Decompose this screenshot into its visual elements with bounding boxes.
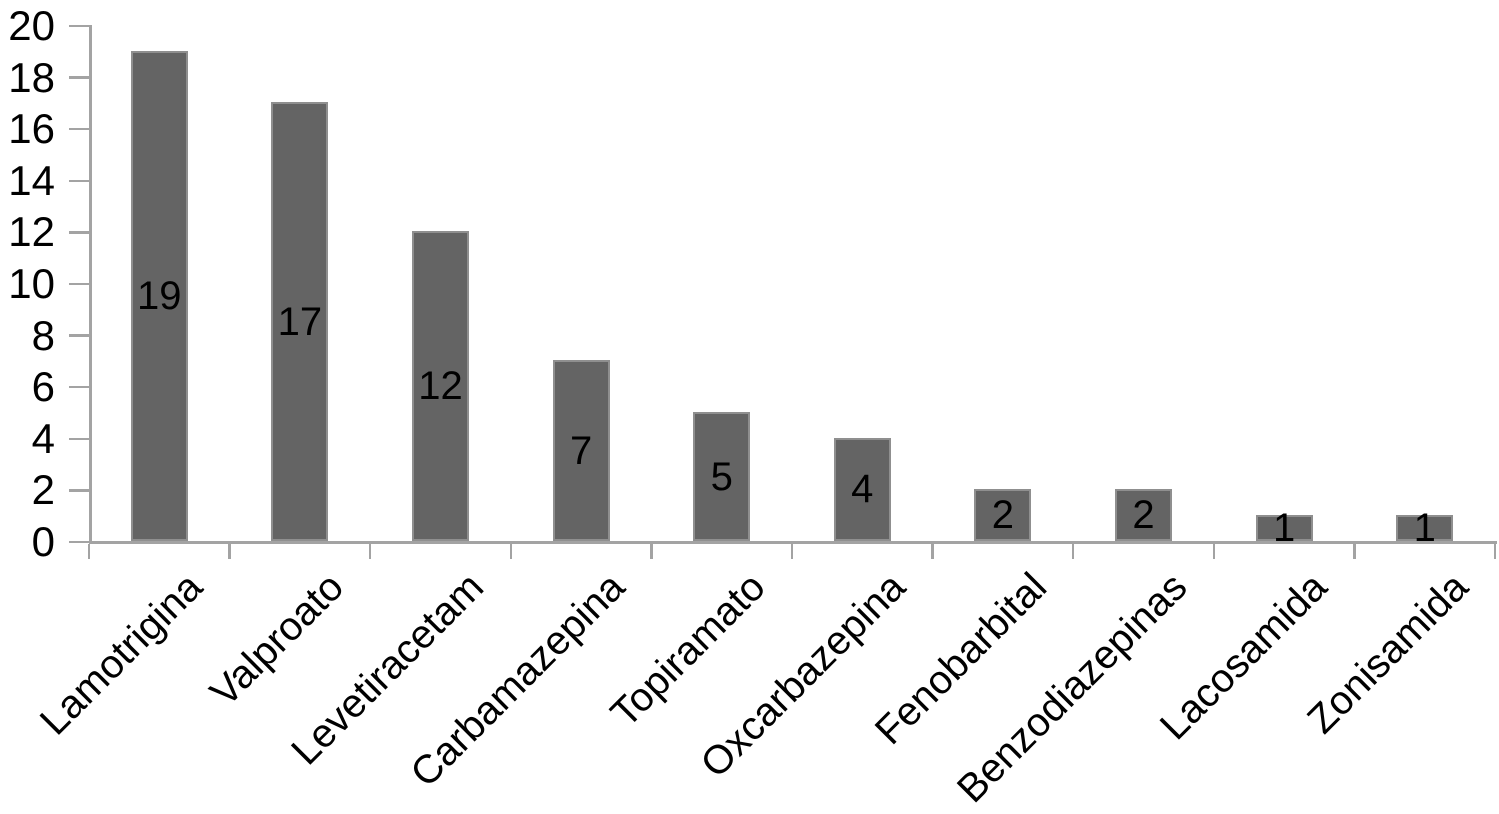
bar-value-label: 2 bbox=[991, 493, 1015, 538]
bar bbox=[130, 50, 188, 541]
bar-value-label: 1 bbox=[1272, 506, 1296, 551]
y-tick-label: 20 bbox=[8, 2, 55, 49]
y-tick bbox=[69, 385, 89, 389]
bar bbox=[552, 360, 610, 541]
x-tick bbox=[931, 543, 934, 559]
y-tick bbox=[69, 179, 89, 183]
x-tick bbox=[790, 543, 794, 559]
bar bbox=[271, 102, 329, 541]
y-tick-label: 16 bbox=[8, 105, 55, 153]
bar bbox=[974, 489, 1032, 541]
x-tick bbox=[87, 543, 91, 559]
x-tick bbox=[650, 543, 653, 559]
x-tick bbox=[1353, 543, 1356, 559]
y-tick-label: 18 bbox=[8, 53, 55, 101]
y-tick-label: 0 bbox=[31, 518, 55, 565]
y-tick-label: 10 bbox=[8, 260, 55, 307]
bar-value-label: 12 bbox=[418, 364, 463, 409]
y-tick-label: 8 bbox=[31, 311, 55, 359]
bar bbox=[1396, 515, 1454, 541]
y-tick bbox=[69, 231, 89, 234]
y-axis-line bbox=[89, 25, 92, 543]
y-tick bbox=[69, 24, 89, 28]
bar bbox=[1115, 489, 1172, 541]
x-tick bbox=[228, 543, 231, 559]
y-tick-label: 4 bbox=[31, 414, 55, 462]
y-tick-label: 14 bbox=[8, 156, 55, 204]
bar-value-label: 7 bbox=[569, 428, 593, 473]
y-tick-label: 6 bbox=[31, 363, 55, 411]
x-tick bbox=[1212, 543, 1216, 559]
y-tick bbox=[69, 282, 89, 286]
x-tick bbox=[368, 543, 372, 559]
x-tick bbox=[509, 543, 513, 559]
bar-value-label: 19 bbox=[137, 273, 182, 318]
bar bbox=[833, 437, 891, 541]
y-tick bbox=[69, 76, 89, 79]
bar-value-label: 4 bbox=[851, 467, 874, 512]
bar-value-label: 1 bbox=[1413, 506, 1436, 551]
x-category-label: Lamotrigina bbox=[32, 564, 212, 744]
y-tick bbox=[69, 540, 89, 544]
y-tick bbox=[69, 334, 89, 337]
bar bbox=[1255, 515, 1313, 541]
y-tick bbox=[69, 489, 89, 492]
y-tick bbox=[69, 127, 89, 131]
x-axis-line bbox=[89, 541, 1497, 544]
bar-value-label: 2 bbox=[1132, 493, 1155, 538]
bar bbox=[693, 412, 751, 541]
bar bbox=[412, 231, 469, 541]
y-tick-label: 12 bbox=[8, 208, 55, 256]
x-tick bbox=[1071, 543, 1075, 559]
y-tick bbox=[69, 437, 89, 441]
bar-value-label: 17 bbox=[277, 299, 323, 344]
x-tick bbox=[1493, 543, 1497, 559]
bar-value-label: 5 bbox=[710, 454, 733, 499]
y-tick-label: 2 bbox=[31, 466, 55, 514]
